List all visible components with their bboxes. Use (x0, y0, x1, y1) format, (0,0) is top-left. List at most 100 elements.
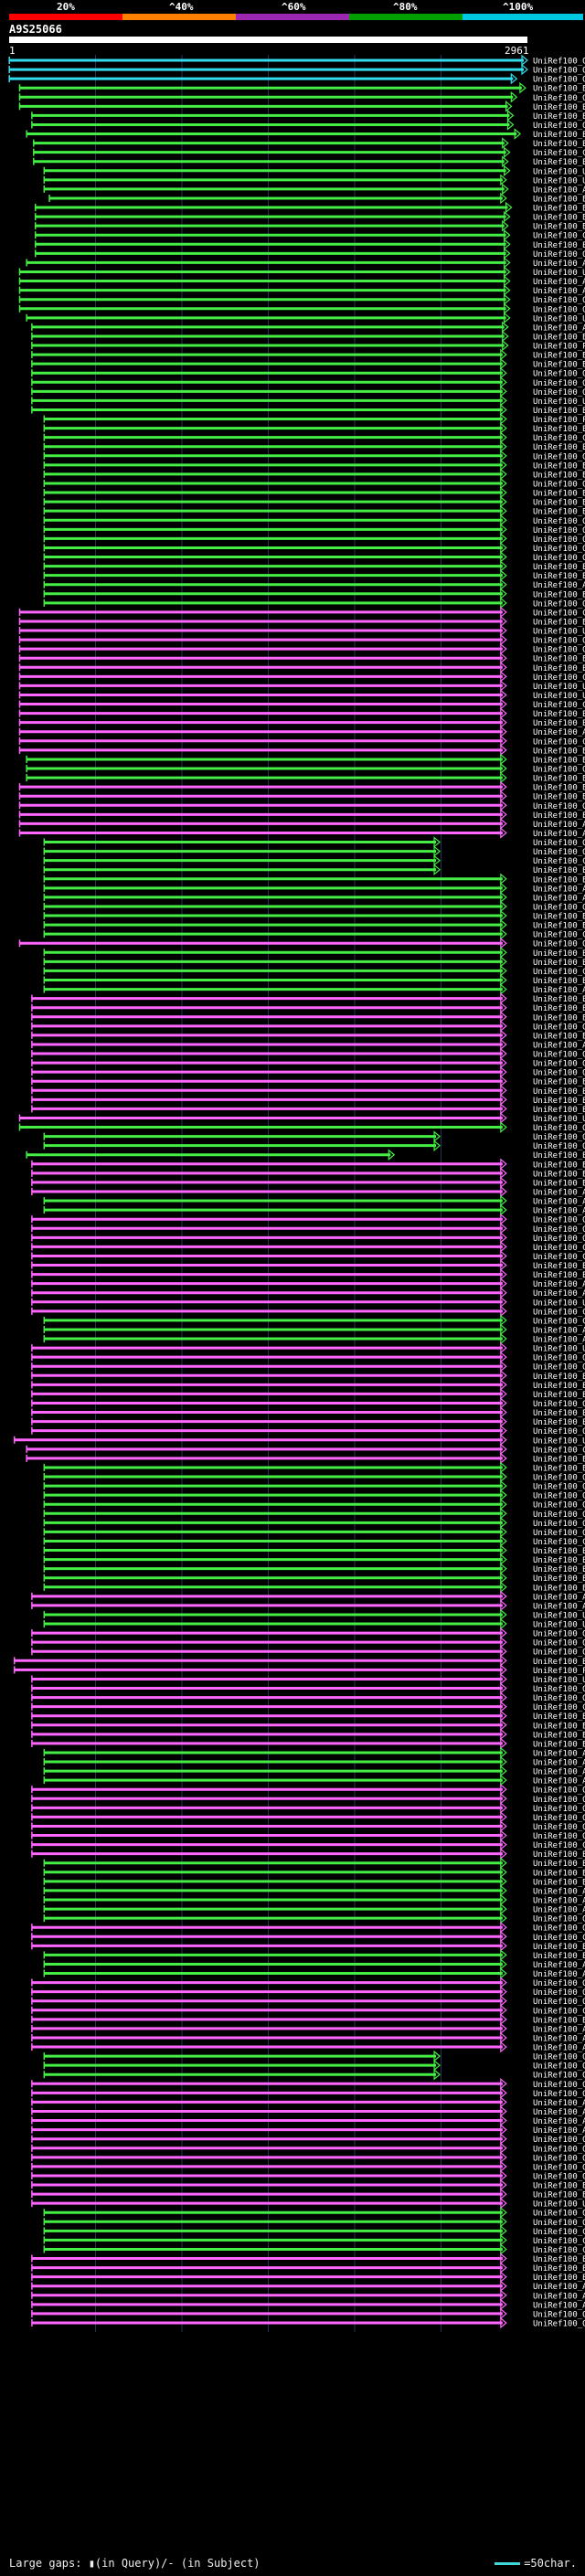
hit-row[interactable]: UniRef100_Q9M276 (8, 54, 585, 67)
hit-label[interactable]: UniRef100_Q4L8V2 (533, 2154, 585, 2163)
hit-label[interactable]: UniRef100_Q52396 (533, 599, 585, 609)
hit-label[interactable]: UniRef100_B9HT17 (533, 223, 585, 232)
hit-label[interactable]: UniRef100_B8B369 (533, 590, 585, 599)
hit-row[interactable]: UniRef100_Q9M519 (31, 1020, 585, 1033)
hit-row[interactable]: UniRef100_Q9M4V9 (31, 119, 585, 131)
hit-label[interactable]: UniRef100_B4FHW5 (533, 1271, 585, 1280)
hit-label[interactable]: UniRef100_B9N2V0 (533, 1850, 585, 1860)
hit-label[interactable]: UniRef100_Q9SR19 (533, 2090, 585, 2099)
hit-label[interactable]: UniRef100_B4FB31 (533, 1740, 585, 1749)
hit-row[interactable]: UniRef100_Q42GK1 (31, 1627, 585, 1639)
hit-row[interactable]: UniRef100_Q9F1L4 (31, 2133, 585, 2146)
hit-row[interactable]: UniRef100_C0PPQ7 (43, 1314, 585, 1327)
hit-label[interactable]: UniRef100_B8AYG6 (533, 1161, 585, 1170)
hit-row[interactable]: UniRef100_Q7XXQ4 (31, 1793, 585, 1805)
hit-row[interactable]: UniRef100_Q6AZV4 (43, 1489, 585, 1501)
hit-row[interactable]: UniRef100_Q9M069 (26, 762, 585, 775)
hit-label[interactable]: UniRef100_Q8H849 (533, 517, 585, 526)
hit-label[interactable]: UniRef100_A5C2B2 (533, 287, 585, 296)
hit-label[interactable]: UniRef100_A2YJS1 (533, 260, 585, 269)
hit-row[interactable]: UniRef100_A7PC69 (31, 1038, 585, 1051)
hit-row[interactable]: UniRef100_A5BDY0 (43, 1967, 585, 1980)
hit-label[interactable]: UniRef100_A7P1V9 (533, 186, 585, 195)
hit-row[interactable]: UniRef100_B9IDN0 (31, 404, 585, 416)
hit-label[interactable]: UniRef100_B9GXE2 (533, 131, 585, 140)
hit-row[interactable]: UniRef100_A9YVK4 (31, 2280, 585, 2293)
hit-label[interactable]: UniRef100_B4FSW4 (533, 922, 585, 931)
hit-row[interactable]: UniRef100_Q4P727 (31, 2160, 585, 2173)
hit-label[interactable]: UniRef100_C5XTH4 (533, 737, 585, 747)
hit-label[interactable]: UniRef100_B9N0Y2 (533, 866, 585, 875)
hit-label[interactable]: UniRef100_B6TRI0 (533, 1373, 585, 1382)
hit-row[interactable]: UniRef100_B6THD2 (31, 1176, 585, 1189)
hit-label[interactable]: UniRef100_Q9ZNY6 (533, 1474, 585, 1483)
hit-row[interactable]: UniRef100_Q0V7P5 (31, 1691, 585, 1704)
hit-row[interactable]: UniRef100_UPI000.. (18, 1112, 585, 1124)
hit-row[interactable]: UniRef100_B9GQN3 (43, 1544, 585, 1557)
hit-label[interactable]: UniRef100_A7PDW9 (533, 1768, 585, 1777)
hit-label[interactable]: UniRef100_B9IMX6 (533, 2264, 585, 2274)
hit-row[interactable]: UniRef100_Q01DD4 (31, 1811, 585, 1823)
hit-row[interactable]: UniRef100_Q53NP0 (31, 386, 585, 398)
hit-label[interactable]: UniRef100_Q8GTX3 (533, 250, 585, 260)
hit-label[interactable]: UniRef100_B9SRE3 (533, 775, 585, 784)
hit-row[interactable]: UniRef100_UPI000.. (26, 312, 585, 324)
hit-row[interactable]: UniRef100_C5Z5R7 (31, 1930, 585, 1943)
hit-row[interactable]: UniRef100_C0PEM3 (31, 1250, 585, 1262)
hit-row[interactable]: UniRef100_B9RBR1 (43, 440, 585, 453)
hit-label[interactable]: UniRef100_Q9F1L4 (533, 2136, 585, 2145)
hit-label[interactable]: UniRef100_B9S2Y3 (533, 103, 585, 112)
hit-row[interactable]: UniRef100_B9MNA2 (31, 2188, 585, 2200)
hit-row[interactable]: UniRef100_Q01IT5 (31, 1820, 585, 1832)
hit-row[interactable]: UniRef100_Q52396 (43, 597, 585, 610)
hit-row[interactable]: UniRef100_B9IN80 (31, 1719, 585, 1732)
hit-label[interactable]: UniRef100_B9N3Y1 (533, 1262, 585, 1271)
hit-label[interactable]: UniRef100_Q9FHX5-2 (533, 839, 585, 848)
hit-row[interactable]: UniRef100_A7Q7Q7 (31, 2022, 585, 2035)
hit-label[interactable]: UniRef100_Q5WXS6 (533, 2072, 585, 2081)
hit-row[interactable]: UniRef100_A9NVNA (31, 321, 585, 334)
hit-label[interactable]: UniRef100_C5Z8Y3 (533, 2007, 585, 2016)
hit-row[interactable]: UniRef100_C5WR94 (43, 854, 585, 867)
hit-label[interactable]: UniRef100_B4G1X3 (533, 1382, 585, 1391)
hit-label[interactable]: UniRef100_UPI000.. (533, 628, 585, 637)
hit-row[interactable]: UniRef100_C5XTH4 (18, 735, 585, 747)
hit-row[interactable]: UniRef100_UPI000.. (18, 266, 585, 278)
hit-row[interactable]: UniRef100_Q9FUS7 (31, 1213, 585, 1225)
hit-label[interactable]: UniRef100_C0PPQ7 (533, 1317, 585, 1326)
hit-row[interactable]: UniRef100_Q7R1K2 (31, 1986, 585, 1998)
hit-row[interactable]: UniRef100_Q8GTX3 (34, 248, 585, 260)
hit-label[interactable]: UniRef100_UPI000.. (533, 1676, 585, 1685)
hit-label[interactable]: UniRef100_Q53M48 (533, 370, 585, 379)
hit-row[interactable]: UniRef100_B9S2Y3 (18, 101, 585, 112)
hit-label[interactable]: UniRef100_Q53G23 (533, 903, 585, 912)
hit-row[interactable]: UniRef100_B9SJT3 (31, 330, 585, 343)
hit-label[interactable]: UniRef100_A9YVK4 (533, 2283, 585, 2292)
hit-row[interactable]: UniRef100_Q4P5F2 (31, 2078, 585, 2090)
hit-row[interactable]: UniRef100_C5WS33 (26, 1443, 585, 1456)
hit-row[interactable]: UniRef100_Q8VYE5-2 (43, 2050, 585, 2062)
hit-label[interactable]: UniRef100_Q8VYJ2 (533, 1060, 585, 1069)
hit-row[interactable]: UniRef100_B6TU78 (43, 909, 585, 922)
hit-label[interactable]: UniRef100_B9GQN3 (533, 1547, 585, 1556)
hit-row[interactable]: UniRef100_Q4LDA5 (43, 1498, 585, 1511)
hit-label[interactable]: UniRef100_A7NZ6X (533, 278, 585, 287)
hit-row[interactable]: UniRef100_Q9ZNY6 (43, 1470, 585, 1483)
hit-label[interactable]: UniRef100_A9NVNA (533, 323, 585, 333)
hit-label[interactable]: UniRef100_Q8L7E6 (533, 1363, 585, 1373)
hit-row[interactable]: UniRef100_B9HT17 (34, 219, 585, 232)
hit-label[interactable]: UniRef100_Q9M8B5 (533, 1924, 585, 1934)
hit-label[interactable]: UniRef100_UPI000.. (533, 167, 585, 176)
hit-label[interactable]: UniRef100_B4FX47 (533, 1004, 585, 1013)
hit-label[interactable]: UniRef100_A2XF30 (533, 1289, 585, 1299)
hit-row[interactable]: UniRef100_Q7XYG6 (31, 1783, 585, 1796)
hit-label[interactable]: UniRef100_Q0J4A7 (533, 1520, 585, 1529)
hit-label[interactable]: UniRef100_C5WR94 (533, 857, 585, 866)
hit-label[interactable]: UniRef100_UPI000.. (533, 1436, 585, 1446)
hit-row[interactable]: UniRef100_C5Z8Y3 (31, 2004, 585, 2017)
hit-label[interactable]: UniRef100_UPI000.. (533, 2200, 585, 2210)
hit-label[interactable]: UniRef100_B9FDC5 (533, 572, 585, 581)
hit-label[interactable]: UniRef100_Q0DBS7 (533, 554, 585, 563)
hit-row[interactable]: UniRef100_O22317 (31, 1995, 585, 2008)
hit-row[interactable]: UniRef100_C5XZJ1 (34, 228, 585, 241)
